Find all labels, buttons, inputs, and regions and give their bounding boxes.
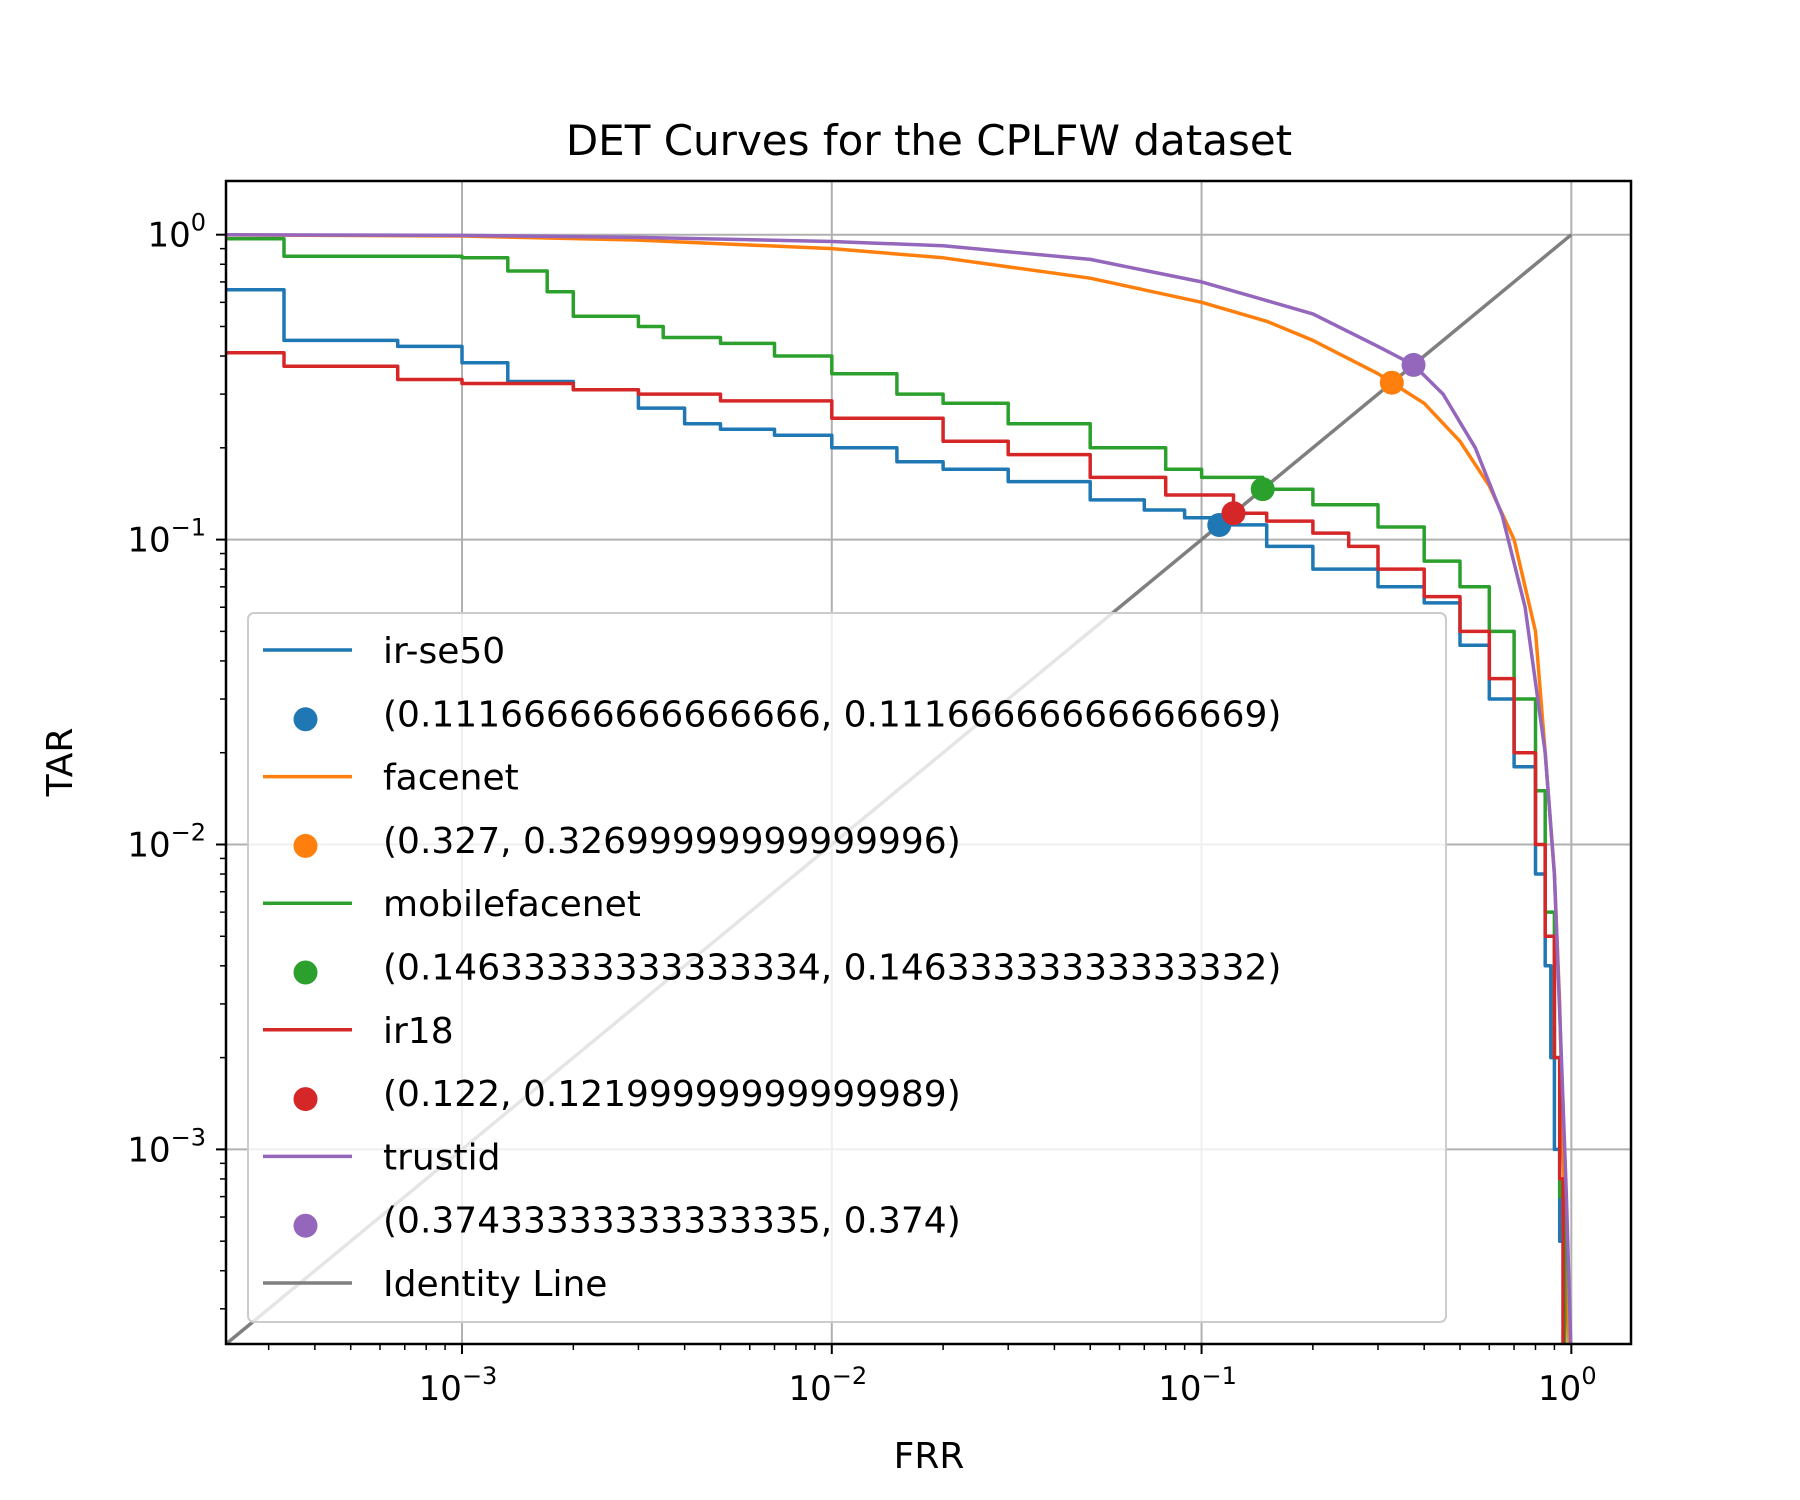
y-tick-base: 10 [127,825,170,865]
legend-entry: ir-se50 [263,631,505,672]
legend-box [247,612,1447,1323]
legend-entry: facenet [263,758,519,799]
legend-entry: (0.14633333333333334, 0.1463333333333333… [293,948,1281,989]
x-tick-base: 10 [419,1369,462,1409]
y-tick-exponent: −3 [171,1123,206,1151]
legend-label: facenet [383,758,519,799]
x-tick-base: 10 [788,1369,831,1409]
legend-entry: Identity Line [263,1264,607,1305]
legend-label: mobilefacenet [383,884,641,925]
y-tick-base: 10 [127,1130,170,1170]
y-tick-label: 100 [147,209,206,256]
eer-point-4 [1401,352,1426,377]
y-tick-exponent: −2 [171,818,206,846]
y-tick-exponent: −1 [171,514,206,542]
y-tick-base: 10 [147,216,190,256]
x-tick-exponent: 0 [1581,1362,1596,1390]
legend-point-swatch [293,960,318,985]
legend-entry: mobilefacenet [263,884,641,925]
legend-label: Identity Line [383,1264,607,1305]
legend-label: ir-se50 [383,631,505,672]
legend-label: ir18 [383,1011,454,1052]
series-line-ir18 [226,351,1565,1344]
eer-point-1 [1379,370,1404,395]
x-tick-base: 10 [1538,1369,1581,1409]
y-tick-base: 10 [127,521,170,561]
legend: ir-se50 (0.11166666666666666, 0.111666666… [247,612,1447,1323]
legend-entry: ir18 [263,1011,454,1052]
x-tick-label: 100 [1538,1362,1597,1409]
legend-entry: (0.327, 0.32699999999999996) [293,821,961,862]
y-tick-label: 10−2 [127,818,206,865]
eer-points-layer [1207,352,1426,537]
y-axis-label: TAR [40,728,81,798]
legend-point-swatch [293,833,318,858]
x-tick-base: 10 [1158,1369,1201,1409]
x-tick-label: 10−3 [419,1362,498,1409]
legend-label: (0.327, 0.32699999999999996) [383,821,961,862]
legend-point-swatch [293,1087,318,1112]
legend-entry: (0.122, 0.12199999999999989) [293,1074,961,1115]
x-tick-label: 10−1 [1158,1362,1237,1409]
x-tick-exponent: −1 [1201,1362,1236,1390]
eer-point-3 [1221,501,1246,526]
y-tick-label: 10−1 [127,514,206,561]
legend-label: (0.14633333333333334, 0.1463333333333333… [383,948,1281,989]
major-ticks [216,233,1573,1354]
legend-entry: (0.37433333333333335, 0.374) [293,1201,961,1242]
eer-point-2 [1250,477,1275,502]
plot-frame [224,179,1633,1346]
chart-title: DET Curves for the CPLFW dataset [566,116,1292,165]
x-tick-label: 10−2 [788,1362,867,1409]
legend-entry: (0.11166666666666666, 0.1116666666666666… [293,694,1281,735]
series-line-mobilefacenet [226,236,1567,1344]
legend-label: (0.122, 0.12199999999999989) [383,1074,961,1115]
x-tick-exponent: −2 [832,1362,867,1390]
x-axis-label: FRR [894,1436,965,1477]
x-tick-exponent: −3 [462,1362,497,1390]
legend-point-swatch [293,1213,318,1238]
legend-point-swatch [293,707,318,732]
legend-label: trustid [383,1137,500,1178]
y-tick-exponent: 0 [191,209,206,237]
legend-entry: trustid [263,1137,500,1178]
series-line-trustid [226,233,1573,1344]
y-tick-label: 10−3 [127,1123,206,1170]
legend-entries: ir-se50 (0.11166666666666666, 0.111666666… [263,631,1281,1305]
legend-label: (0.11166666666666666, 0.1116666666666666… [383,694,1281,735]
legend-label: (0.37433333333333335, 0.374) [383,1201,961,1242]
